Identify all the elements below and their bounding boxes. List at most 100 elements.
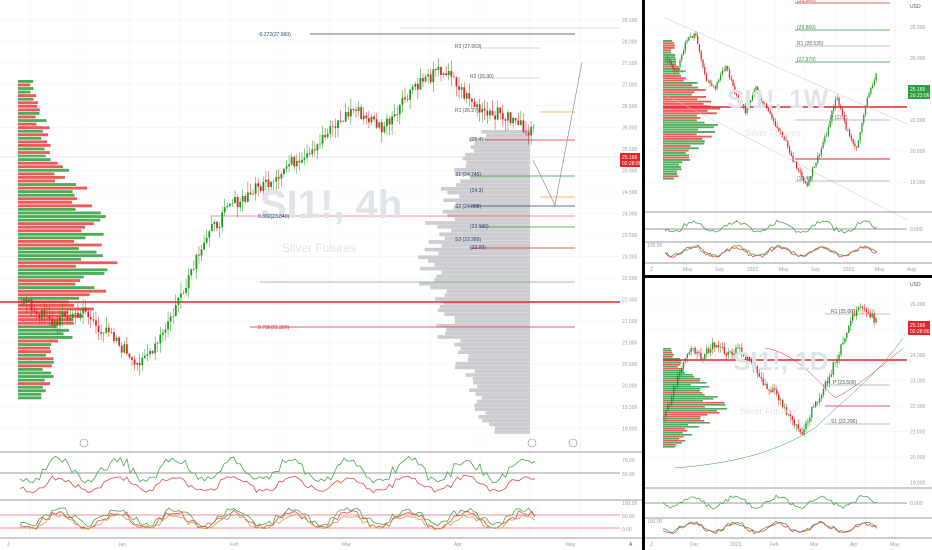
- main-vp-right-bar: [494, 430, 530, 434]
- main-candle-body: [201, 249, 203, 255]
- main-candle-body: [126, 344, 128, 354]
- main-candle-body: [376, 119, 378, 127]
- main-vp-right-bar: [474, 404, 530, 408]
- main-vp-right-bar: [468, 358, 530, 362]
- main-candle-body: [165, 329, 167, 332]
- main-event-icon-1[interactable]: [80, 439, 88, 447]
- main-candle-body: [193, 269, 195, 270]
- main-vp-right-bar: [438, 309, 530, 313]
- main-vp-right-bar: [446, 328, 530, 332]
- d-candle-body: [805, 423, 806, 429]
- main-vp-right-bar: [456, 183, 530, 187]
- main-candle-body: [422, 78, 424, 81]
- main-candle-body: [170, 317, 172, 322]
- main-vp-right-bar: [454, 343, 530, 347]
- w-candle-body: [865, 106, 866, 114]
- main-y-tick: 20.000: [622, 384, 638, 390]
- main-vp-right-bar: [437, 335, 530, 339]
- main-candle-body: [484, 109, 486, 111]
- weekly-countdown: 2d 23:06: [910, 93, 930, 99]
- main-candle-body: [407, 99, 409, 100]
- d-vp-bar: [663, 424, 688, 426]
- d-candle-body: [819, 398, 820, 402]
- d-candle-body: [850, 321, 851, 326]
- main-vp-right-bar: [485, 411, 530, 415]
- main-vp-right-bar: [482, 419, 530, 423]
- main-candle-body: [49, 316, 51, 319]
- w-candle-body: [706, 74, 707, 81]
- w-candle-body: [860, 132, 861, 140]
- d-y-tick: 20.000: [910, 455, 926, 461]
- main-y-tick: 21.500: [622, 319, 638, 325]
- d-candle-body: [811, 407, 812, 418]
- main-x-tick: Z: [7, 542, 10, 548]
- d-osc2-line: [663, 521, 877, 532]
- main-vp-left-bar: [18, 158, 51, 161]
- main-pivot-label: S1 (24.745): [455, 172, 481, 178]
- d-candle-body: [833, 362, 834, 374]
- main-candle-body: [87, 312, 89, 317]
- weekly-chart-svg[interactable]: SI1!, 1W Silver Futures (31.500) (29.860)…: [645, 0, 932, 275]
- main-candle-body: [46, 316, 48, 317]
- main-pivot-label: S2 (24.088): [455, 204, 481, 210]
- main-event-icon-2[interactable]: [528, 439, 536, 447]
- d-candle-body: [815, 402, 816, 407]
- d-vp-bar: [663, 392, 702, 394]
- main-vp-left-bar: [18, 350, 51, 353]
- main-vp-left-bar: [18, 258, 81, 261]
- main-candle-body: [497, 107, 499, 119]
- main-candle-body: [309, 153, 311, 154]
- w-candle-body: [863, 115, 864, 123]
- main-candle-body: [64, 312, 66, 316]
- main-vp-left-bar: [18, 80, 33, 83]
- main-candle-body: [175, 305, 177, 316]
- main-candle-body: [38, 314, 40, 318]
- w-y-tick: 18.000: [910, 180, 926, 186]
- w-osc-tick: 100.00: [647, 243, 663, 249]
- main-candle-body: [525, 132, 527, 133]
- main-vp-right-bar: [477, 400, 530, 404]
- main-candle-body: [347, 112, 349, 116]
- main-vp-right-bar: [466, 160, 530, 164]
- weekly-chart-pane[interactable]: SI1!, 1W Silver Futures (31.500) (29.860)…: [645, 0, 932, 275]
- main-candle-body: [208, 231, 210, 237]
- d-candle-body: [669, 404, 670, 405]
- main-chart-svg[interactable]: SI1!, 4h Silver Futures -0.272(27.960) 0.…: [0, 0, 642, 550]
- weekly-x-axis: Z May Sep 2022 May Sep 2023 May Aug: [645, 263, 932, 273]
- weekly-oscillators: 0.000 100.00: [645, 212, 932, 257]
- main-vp-right-bar: [495, 426, 530, 430]
- w-vp-bar: [663, 147, 699, 149]
- d-vp-bar: [663, 362, 681, 364]
- main-chart-pane[interactable]: SI1!, 4h Silver Futures -0.272(27.960) 0.…: [0, 0, 642, 550]
- main-candle-body: [530, 127, 532, 136]
- main-vp-right-bar: [428, 259, 530, 263]
- main-event-icon-3[interactable]: [569, 439, 577, 447]
- d-candle-body: [844, 338, 845, 342]
- main-candle-body: [293, 157, 295, 166]
- d-candle-body: [706, 348, 707, 353]
- main-candle-body: [463, 87, 465, 98]
- main-auto-scale-button[interactable]: A: [629, 542, 633, 548]
- w-candle-body: [713, 86, 714, 87]
- main-candle-body: [183, 293, 185, 294]
- main-candle-body: [131, 357, 133, 359]
- main-countdown: 02:28:06: [622, 161, 642, 167]
- daily-chart-pane[interactable]: SI1!, 1D Silver Futures R1 (25.66) P (23.…: [645, 278, 932, 550]
- main-vp-right-bar: [439, 233, 530, 237]
- d-vp-bar: [663, 368, 684, 370]
- main-vp-right-bar: [475, 407, 530, 411]
- main-vp-left-bar: [18, 265, 76, 268]
- main-vp-left-bar: [18, 112, 39, 115]
- w-vp-bar: [663, 119, 697, 121]
- main-vp-left-bar: [18, 91, 30, 94]
- w-candle-body: [796, 162, 797, 169]
- main-x-tick: Feb: [230, 542, 239, 548]
- daily-chart-svg[interactable]: SI1!, 1D Silver Futures R1 (25.66) P (23.…: [645, 278, 932, 550]
- main-vp-left-bar: [18, 354, 46, 357]
- w-candle-body: [819, 154, 820, 156]
- main-vp-left-bar: [18, 187, 87, 190]
- main-candle-body: [265, 180, 267, 182]
- main-fib-label: 0.382(23.840): [258, 214, 289, 220]
- d-candle-body: [840, 344, 841, 354]
- main-vp-right-bar: [468, 354, 530, 358]
